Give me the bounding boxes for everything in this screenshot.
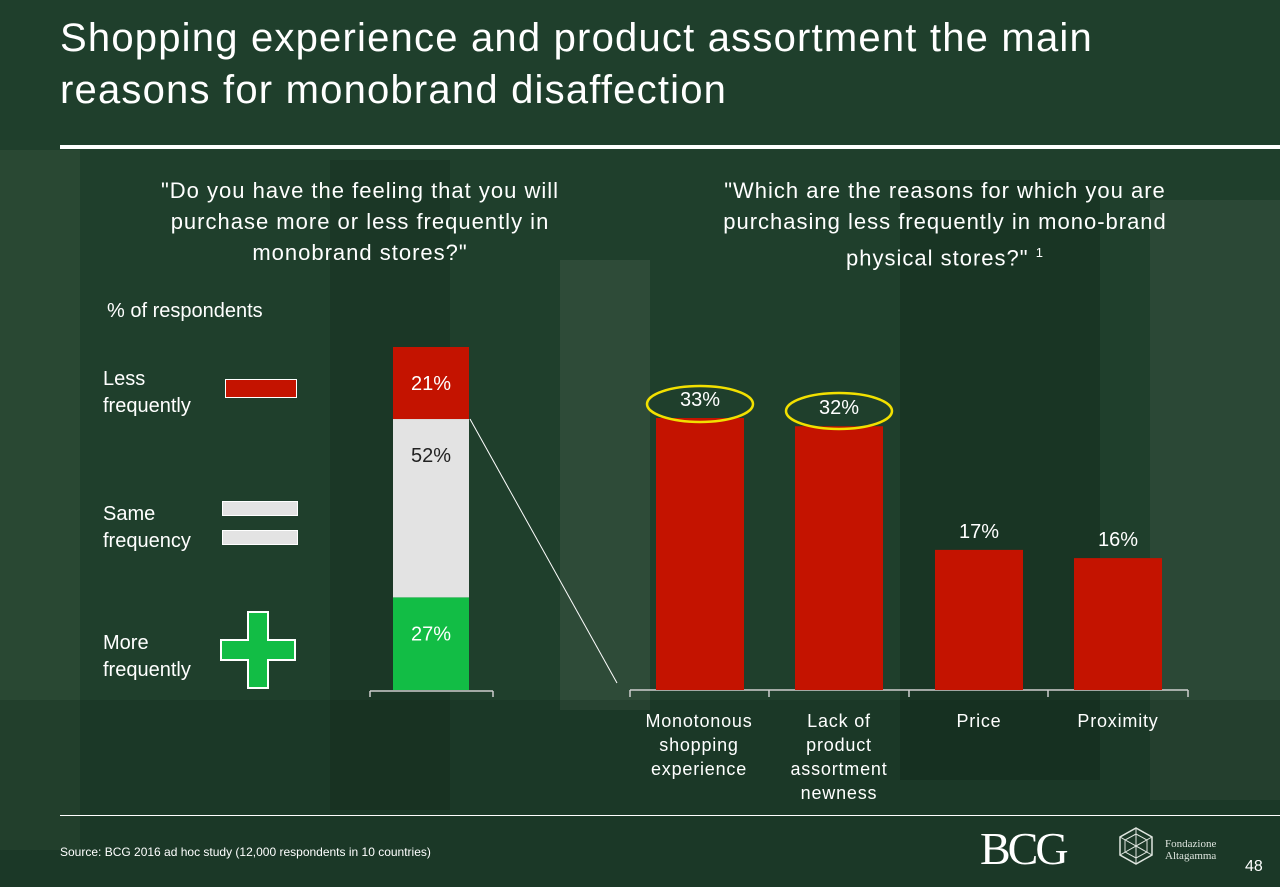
bcg-logo: BCG (980, 823, 1069, 874)
right-question: "Which are the reasons for which you are… (690, 175, 1200, 273)
reasons-bar-chart: 33% 32% 17% 16% (629, 384, 1189, 697)
equals-icon (222, 501, 298, 546)
highlight-circle-assortment (784, 391, 894, 431)
bar-proximity (1074, 558, 1162, 690)
legend-same-label: Same frequency (103, 503, 191, 552)
stacked-segment-more (393, 597, 469, 690)
category-label-assortment: Lack of product assortment newness (790, 711, 888, 803)
category-label-monotonous: Monotonous shopping experience (645, 711, 753, 779)
respondents-label: % of respondents (107, 300, 263, 322)
altagamma-logo-text: Fondazione Altagamma (1165, 838, 1217, 862)
category-label-price: Price (956, 711, 1002, 731)
source-note: Source: BCG 2016 ad hoc study (12,000 re… (60, 845, 431, 859)
bar-label-assortment: 32% (819, 397, 859, 419)
legend-less-label: Less frequently (103, 368, 191, 417)
altagamma-logo-icon (1119, 827, 1153, 865)
stacked-label-less: 21% (411, 373, 451, 395)
bar-price (935, 549, 1023, 690)
legend-more-label: More frequently (103, 632, 191, 681)
plus-icon (220, 611, 296, 689)
footnote-marker: 1 (1035, 245, 1044, 260)
category-label-proximity: Proximity (1077, 711, 1159, 731)
bar-label-proximity: 16% (1098, 529, 1138, 551)
stacked-segment-same (393, 419, 469, 598)
stacked-label-more: 27% (411, 623, 451, 645)
right-question-text: "Which are the reasons for which you are… (723, 178, 1167, 271)
page-number: 48 (1245, 858, 1263, 875)
stacked-segment-less (393, 347, 469, 420)
left-question: "Do you have the feeling that you will p… (160, 178, 560, 265)
minus-icon (225, 379, 297, 398)
stacked-label-same: 52% (411, 445, 451, 467)
bar-label-price: 17% (959, 521, 999, 543)
bar-monotonous (656, 418, 744, 690)
page-title: Shopping experience and product assortme… (60, 16, 1093, 112)
highlight-circle-monotonous (645, 384, 755, 424)
bar-assortment (795, 426, 883, 690)
bar-label-monotonous: 33% (680, 389, 720, 411)
title-rule (60, 145, 1280, 149)
stacked-bar-chart: 27% 52% 21% (369, 347, 494, 697)
footer-rule (60, 815, 1280, 816)
